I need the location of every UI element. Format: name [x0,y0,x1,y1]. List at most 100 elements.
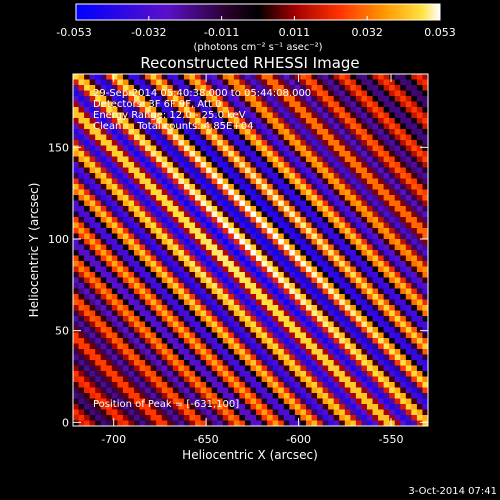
heatmap-cell [111,173,118,180]
heatmap-cell [311,173,318,180]
heatmap-cell [228,321,235,328]
heatmap-cell [405,332,412,339]
heatmap-cell [322,321,329,328]
heatmap-cell [161,228,168,235]
heatmap-cell [178,332,185,339]
heatmap-cell [84,244,91,251]
heatmap-cell [328,129,335,136]
heatmap-cell [416,74,424,81]
heatmap-cell [411,74,418,81]
heatmap-cell [106,101,113,108]
heatmap-cell [405,90,412,97]
heatmap-cell [139,250,146,257]
heatmap-cell [317,96,324,103]
heatmap-cell [250,222,257,229]
heatmap-cell [172,404,179,411]
heatmap-cell [128,343,135,350]
heatmap-cell [317,354,324,361]
heatmap-cell [400,178,407,185]
heatmap-cell [411,206,418,213]
heatmap-cell [411,365,418,372]
heatmap-cell [322,310,329,317]
heatmap-cell [328,365,335,372]
heatmap-cell [183,74,191,81]
heatmap-cell [145,387,152,394]
heatmap-cell [145,283,152,290]
heatmap-cell [139,349,146,356]
heatmap-cell [139,228,146,235]
heatmap-cell [272,283,279,290]
heatmap-cell [145,118,152,125]
heatmap-cell [294,206,302,213]
heatmap-cell [305,299,313,306]
heatmap-cell [183,415,191,422]
heatmap-cell [328,360,335,367]
heatmap-cell [278,255,285,262]
heatmap-cell [322,85,329,92]
heatmap-cell [405,409,412,416]
heatmap-cell [405,178,412,185]
heatmap-cell [111,420,118,426]
heatmap-cell [78,134,85,141]
heatmap-cell [150,228,157,235]
heatmap-cell [200,393,207,400]
heatmap-cell [84,90,91,97]
heatmap-cell [211,305,218,312]
heatmap-cell [117,189,124,196]
heatmap-cell [289,354,296,361]
heatmap-cell [256,101,263,108]
heatmap-cell [183,277,191,284]
heatmap-cell [178,338,185,345]
heatmap-cell [416,140,424,147]
heatmap-cell [100,327,107,334]
heatmap-cell [378,349,385,356]
heatmap-cell [172,74,179,81]
heatmap-cell [372,156,379,163]
heatmap-cell [233,327,241,334]
heatmap-cell [106,90,113,97]
heatmap-cell [311,360,318,367]
heatmap-cell [134,283,141,290]
heatmap-cell [145,123,152,130]
heatmap-cell [267,233,274,240]
heatmap-cell [89,327,96,334]
heatmap-cell [328,393,335,400]
heatmap-cell [239,420,246,426]
heatmap-cell [328,145,335,152]
heatmap-cell [400,151,407,158]
heatmap-cell [167,404,174,411]
heatmap-cell [134,123,141,130]
heatmap-cell [161,371,168,378]
heatmap-cell [195,277,202,284]
heatmap-cell [339,184,346,191]
heatmap-cell [322,184,329,191]
heatmap-cell [261,310,268,317]
heatmap-cell [300,272,307,279]
heatmap-cell [244,354,252,361]
heatmap-cell [150,167,157,174]
heatmap-cell [228,90,235,97]
heatmap-cell [178,140,185,147]
heatmap-cell [305,327,313,334]
heatmap-cell [317,415,324,422]
heatmap-cell [122,211,130,218]
heatmap-cell [267,85,274,92]
heatmap-cell [261,349,268,356]
heatmap-cell [294,79,302,86]
heatmap-cell [366,343,374,350]
heatmap-cell [378,387,385,394]
heatmap-cell [328,228,335,235]
heatmap-cell [289,96,296,103]
heatmap-cell [283,74,290,81]
heatmap-cell [139,332,146,339]
heatmap-cell [411,338,418,345]
heatmap-cell [366,85,374,92]
heatmap-cell [122,200,130,207]
heatmap-cell [267,299,274,306]
heatmap-cell [95,398,102,405]
heatmap-cell [195,327,202,334]
heatmap-cell [111,409,118,416]
heatmap-cell [239,79,246,86]
heatmap-cell [183,261,191,268]
